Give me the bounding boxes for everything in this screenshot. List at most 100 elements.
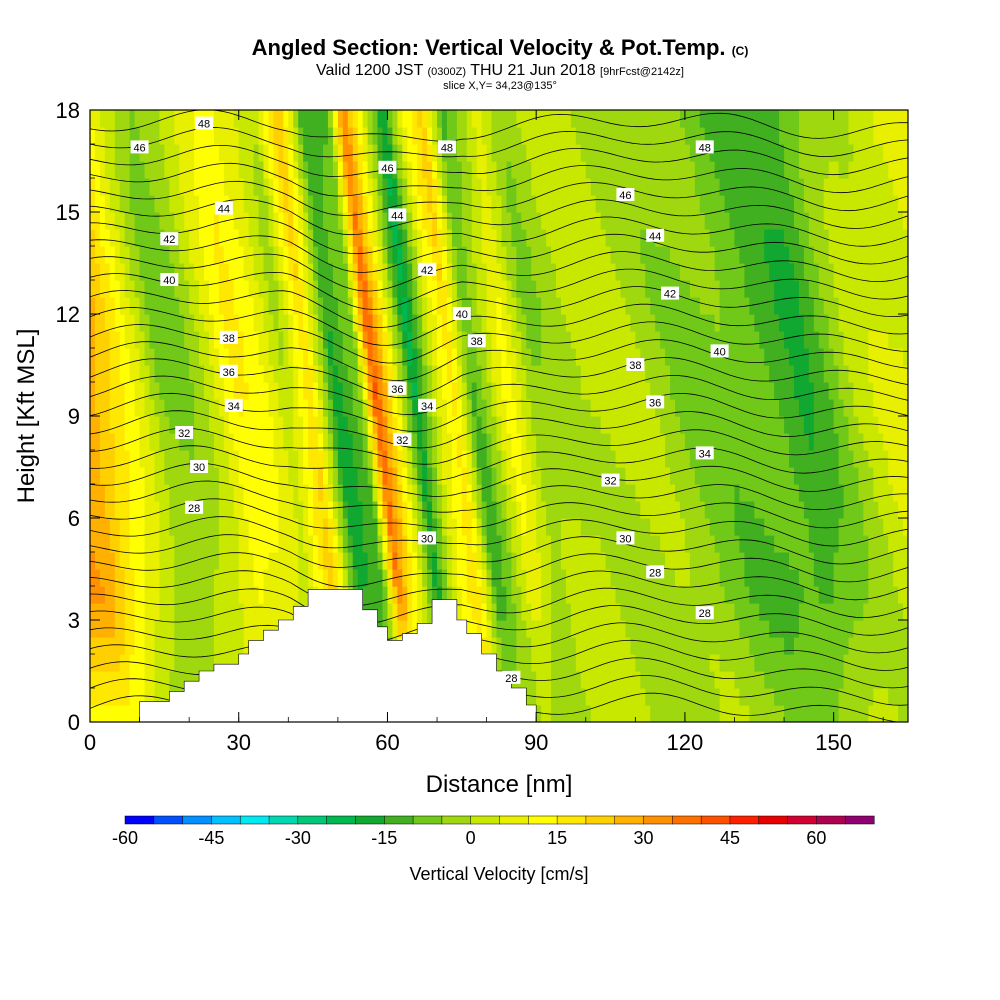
velocity-cell bbox=[600, 552, 607, 570]
velocity-cell bbox=[670, 314, 676, 332]
velocity-cell bbox=[441, 586, 448, 604]
velocity-cell bbox=[476, 382, 483, 400]
velocity-cell bbox=[575, 518, 582, 536]
velocity-cell bbox=[357, 535, 364, 553]
velocity-cell bbox=[580, 518, 587, 536]
velocity-cell bbox=[228, 161, 235, 179]
velocity-cell bbox=[754, 705, 760, 722]
velocity-cell bbox=[625, 518, 631, 536]
velocity-cell bbox=[754, 263, 760, 281]
velocity-cell bbox=[377, 348, 384, 366]
velocity-cell bbox=[655, 246, 661, 264]
velocity-cell bbox=[258, 399, 265, 417]
velocity-cell bbox=[600, 331, 607, 349]
velocity-cell bbox=[481, 246, 488, 264]
velocity-cell bbox=[674, 535, 681, 553]
velocity-cell bbox=[446, 229, 453, 247]
velocity-cell bbox=[218, 212, 225, 230]
velocity-cell bbox=[392, 535, 398, 553]
velocity-cell bbox=[337, 501, 344, 519]
velocity-cell bbox=[99, 433, 106, 451]
velocity-cell bbox=[357, 450, 364, 468]
velocity-cell bbox=[278, 161, 284, 179]
velocity-cell bbox=[273, 365, 279, 383]
velocity-cell bbox=[551, 688, 557, 706]
velocity-cell bbox=[422, 603, 428, 621]
velocity-cell bbox=[94, 382, 101, 400]
velocity-cell bbox=[134, 535, 141, 553]
velocity-cell bbox=[174, 161, 180, 179]
velocity-cell bbox=[655, 450, 661, 468]
velocity-cell bbox=[526, 263, 532, 281]
velocity-cell bbox=[204, 620, 210, 638]
velocity-cell bbox=[501, 467, 508, 485]
velocity-cell bbox=[427, 348, 433, 366]
velocity-cell bbox=[630, 501, 636, 519]
velocity-cell bbox=[714, 688, 721, 706]
velocity-cell bbox=[585, 484, 592, 502]
velocity-cell bbox=[635, 144, 641, 162]
velocity-cell bbox=[590, 569, 597, 587]
velocity-cell bbox=[684, 399, 691, 417]
velocity-cell bbox=[694, 178, 701, 196]
velocity-cell bbox=[684, 433, 691, 451]
velocity-cell bbox=[660, 705, 666, 722]
velocity-cell bbox=[194, 399, 200, 417]
velocity-cell bbox=[660, 263, 666, 281]
velocity-cell bbox=[689, 348, 696, 366]
velocity-cell bbox=[441, 195, 448, 213]
velocity-cell bbox=[650, 365, 656, 383]
velocity-cell bbox=[293, 365, 299, 383]
velocity-cell bbox=[318, 416, 324, 434]
velocity-cell bbox=[551, 348, 557, 366]
velocity-cell bbox=[744, 484, 750, 502]
velocity-cell bbox=[342, 484, 349, 502]
velocity-cell bbox=[238, 535, 245, 553]
velocity-cell bbox=[496, 246, 503, 264]
velocity-cell bbox=[283, 365, 289, 383]
velocity-cell bbox=[238, 331, 245, 349]
velocity-cell bbox=[238, 195, 245, 213]
velocity-cell bbox=[407, 586, 413, 604]
velocity-cell bbox=[144, 501, 151, 519]
velocity-cell bbox=[387, 348, 394, 366]
velocity-cell bbox=[253, 348, 260, 366]
velocity-cell bbox=[342, 501, 349, 519]
velocity-cell bbox=[114, 620, 121, 638]
velocity-cell bbox=[313, 433, 319, 451]
velocity-cell bbox=[318, 314, 324, 332]
velocity-cell bbox=[620, 127, 627, 145]
velocity-cell bbox=[362, 280, 369, 298]
velocity-cell bbox=[303, 450, 309, 468]
velocity-cell bbox=[774, 654, 780, 672]
velocity-cell bbox=[506, 144, 512, 162]
velocity-cell bbox=[323, 161, 329, 179]
velocity-cell bbox=[665, 382, 671, 400]
velocity-cell bbox=[565, 110, 572, 128]
velocity-cell bbox=[630, 399, 636, 417]
velocity-cell bbox=[139, 569, 146, 587]
velocity-cell bbox=[94, 110, 101, 128]
velocity-cell bbox=[560, 110, 567, 128]
velocity-cell bbox=[164, 620, 170, 638]
velocity-cell bbox=[104, 467, 111, 485]
velocity-cell bbox=[397, 110, 403, 128]
velocity-cell bbox=[590, 654, 597, 672]
velocity-cell bbox=[536, 195, 542, 213]
velocity-cell bbox=[640, 535, 646, 553]
velocity-cell bbox=[437, 127, 443, 145]
velocity-cell bbox=[199, 229, 205, 247]
velocity-cell bbox=[189, 433, 195, 451]
velocity-cell bbox=[625, 144, 631, 162]
velocity-cell bbox=[223, 450, 230, 468]
velocity-cell bbox=[546, 484, 552, 502]
velocity-cell bbox=[293, 535, 299, 553]
velocity-cell bbox=[580, 212, 587, 230]
velocity-cell bbox=[620, 161, 627, 179]
velocity-cell bbox=[729, 314, 736, 332]
velocity-cell bbox=[437, 569, 443, 587]
velocity-cell bbox=[511, 654, 517, 672]
velocity-cell bbox=[228, 433, 235, 451]
velocity-cell bbox=[749, 518, 755, 536]
velocity-cell bbox=[739, 433, 745, 451]
